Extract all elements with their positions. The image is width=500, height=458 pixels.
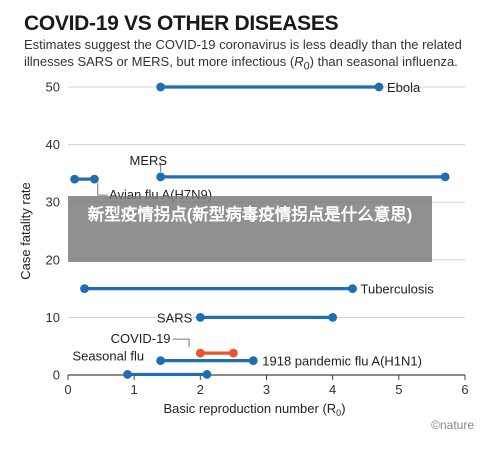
series-label-covid-19: COVID-19 [111,331,171,346]
series-label-tuberculosis: Tuberculosis [361,282,435,297]
range-point-high-tuberculosis [348,284,357,293]
subtitle-r-symbol: R [294,54,304,69]
range-point-high-seasonal-flu [202,370,212,379]
range-point-high-sars [328,313,338,322]
range-point-low-ebola [156,82,166,92]
label-leader-mers [158,164,162,172]
subtitle-r-subscript: 0 [303,60,310,73]
nature-credit: ©nature [431,418,474,432]
overlay-banner: 新型疫情拐点(新型病毒疫情拐点是什么意思) [68,196,432,262]
y-tick-label-40: 40 [46,137,60,152]
series-label-sars: SARS [157,310,193,325]
subtitle-text-end: ) than seasonal influenza. [309,54,458,69]
range-point-low-avian-flu-a-h7n9 [70,174,80,184]
x-axis-label: Basic reproduction number (R0) [163,401,345,418]
range-point-high-1918-pandemic-flu-a-h1n1 [248,356,258,365]
series-label-1918-pandemic-flu-a-h1n1: 1918 pandemic flu A(H1N1) [262,354,422,369]
range-point-low-tuberculosis [80,284,89,293]
range-point-low-sars [195,313,205,322]
y-tick-label-50: 50 [46,80,60,95]
label-leader-covid-19 [172,338,190,348]
x-tick-label-3: 3 [263,382,270,397]
x-tick-label-4: 4 [329,382,336,397]
y-tick-label-0: 0 [53,368,60,383]
range-point-high-mers [440,172,450,182]
range-point-high-covid-19 [229,348,238,358]
chart-title: COVID-19 VS OTHER DISEASES [24,12,339,35]
range-point-low-mers [156,172,166,182]
x-tick-label-1: 1 [131,382,138,397]
y-tick-label-10: 10 [46,310,60,325]
x-tick-label-2: 2 [197,382,204,397]
range-point-low-covid-19 [195,348,205,358]
range-point-low-1918-pandemic-flu-a-h1n1 [156,356,166,365]
series-label-ebola: Ebola [387,80,421,95]
x-tick-label-6: 6 [461,382,468,397]
range-point-low-seasonal-flu [123,370,132,379]
chart-subtitle: Estimates suggest the COVID-19 coronavir… [24,36,484,76]
label-leader-avian-flu-a-h7n9 [97,183,108,196]
range-point-high-avian-flu-a-h7n9 [90,174,99,184]
x-tick-label-5: 5 [395,382,402,397]
range-point-high-ebola [374,82,384,92]
y-axis-label: Case fatality rate [18,182,33,280]
series-label-seasonal-flu: Seasonal flu [73,348,145,363]
subtitle-text-start: Estimates suggest the COVID-19 coronavir… [24,37,462,69]
x-tick-label-0: 0 [64,382,71,397]
y-tick-label-30: 30 [46,195,60,210]
y-tick-label-20: 20 [46,252,60,267]
series-label-mers: MERS [130,153,168,168]
